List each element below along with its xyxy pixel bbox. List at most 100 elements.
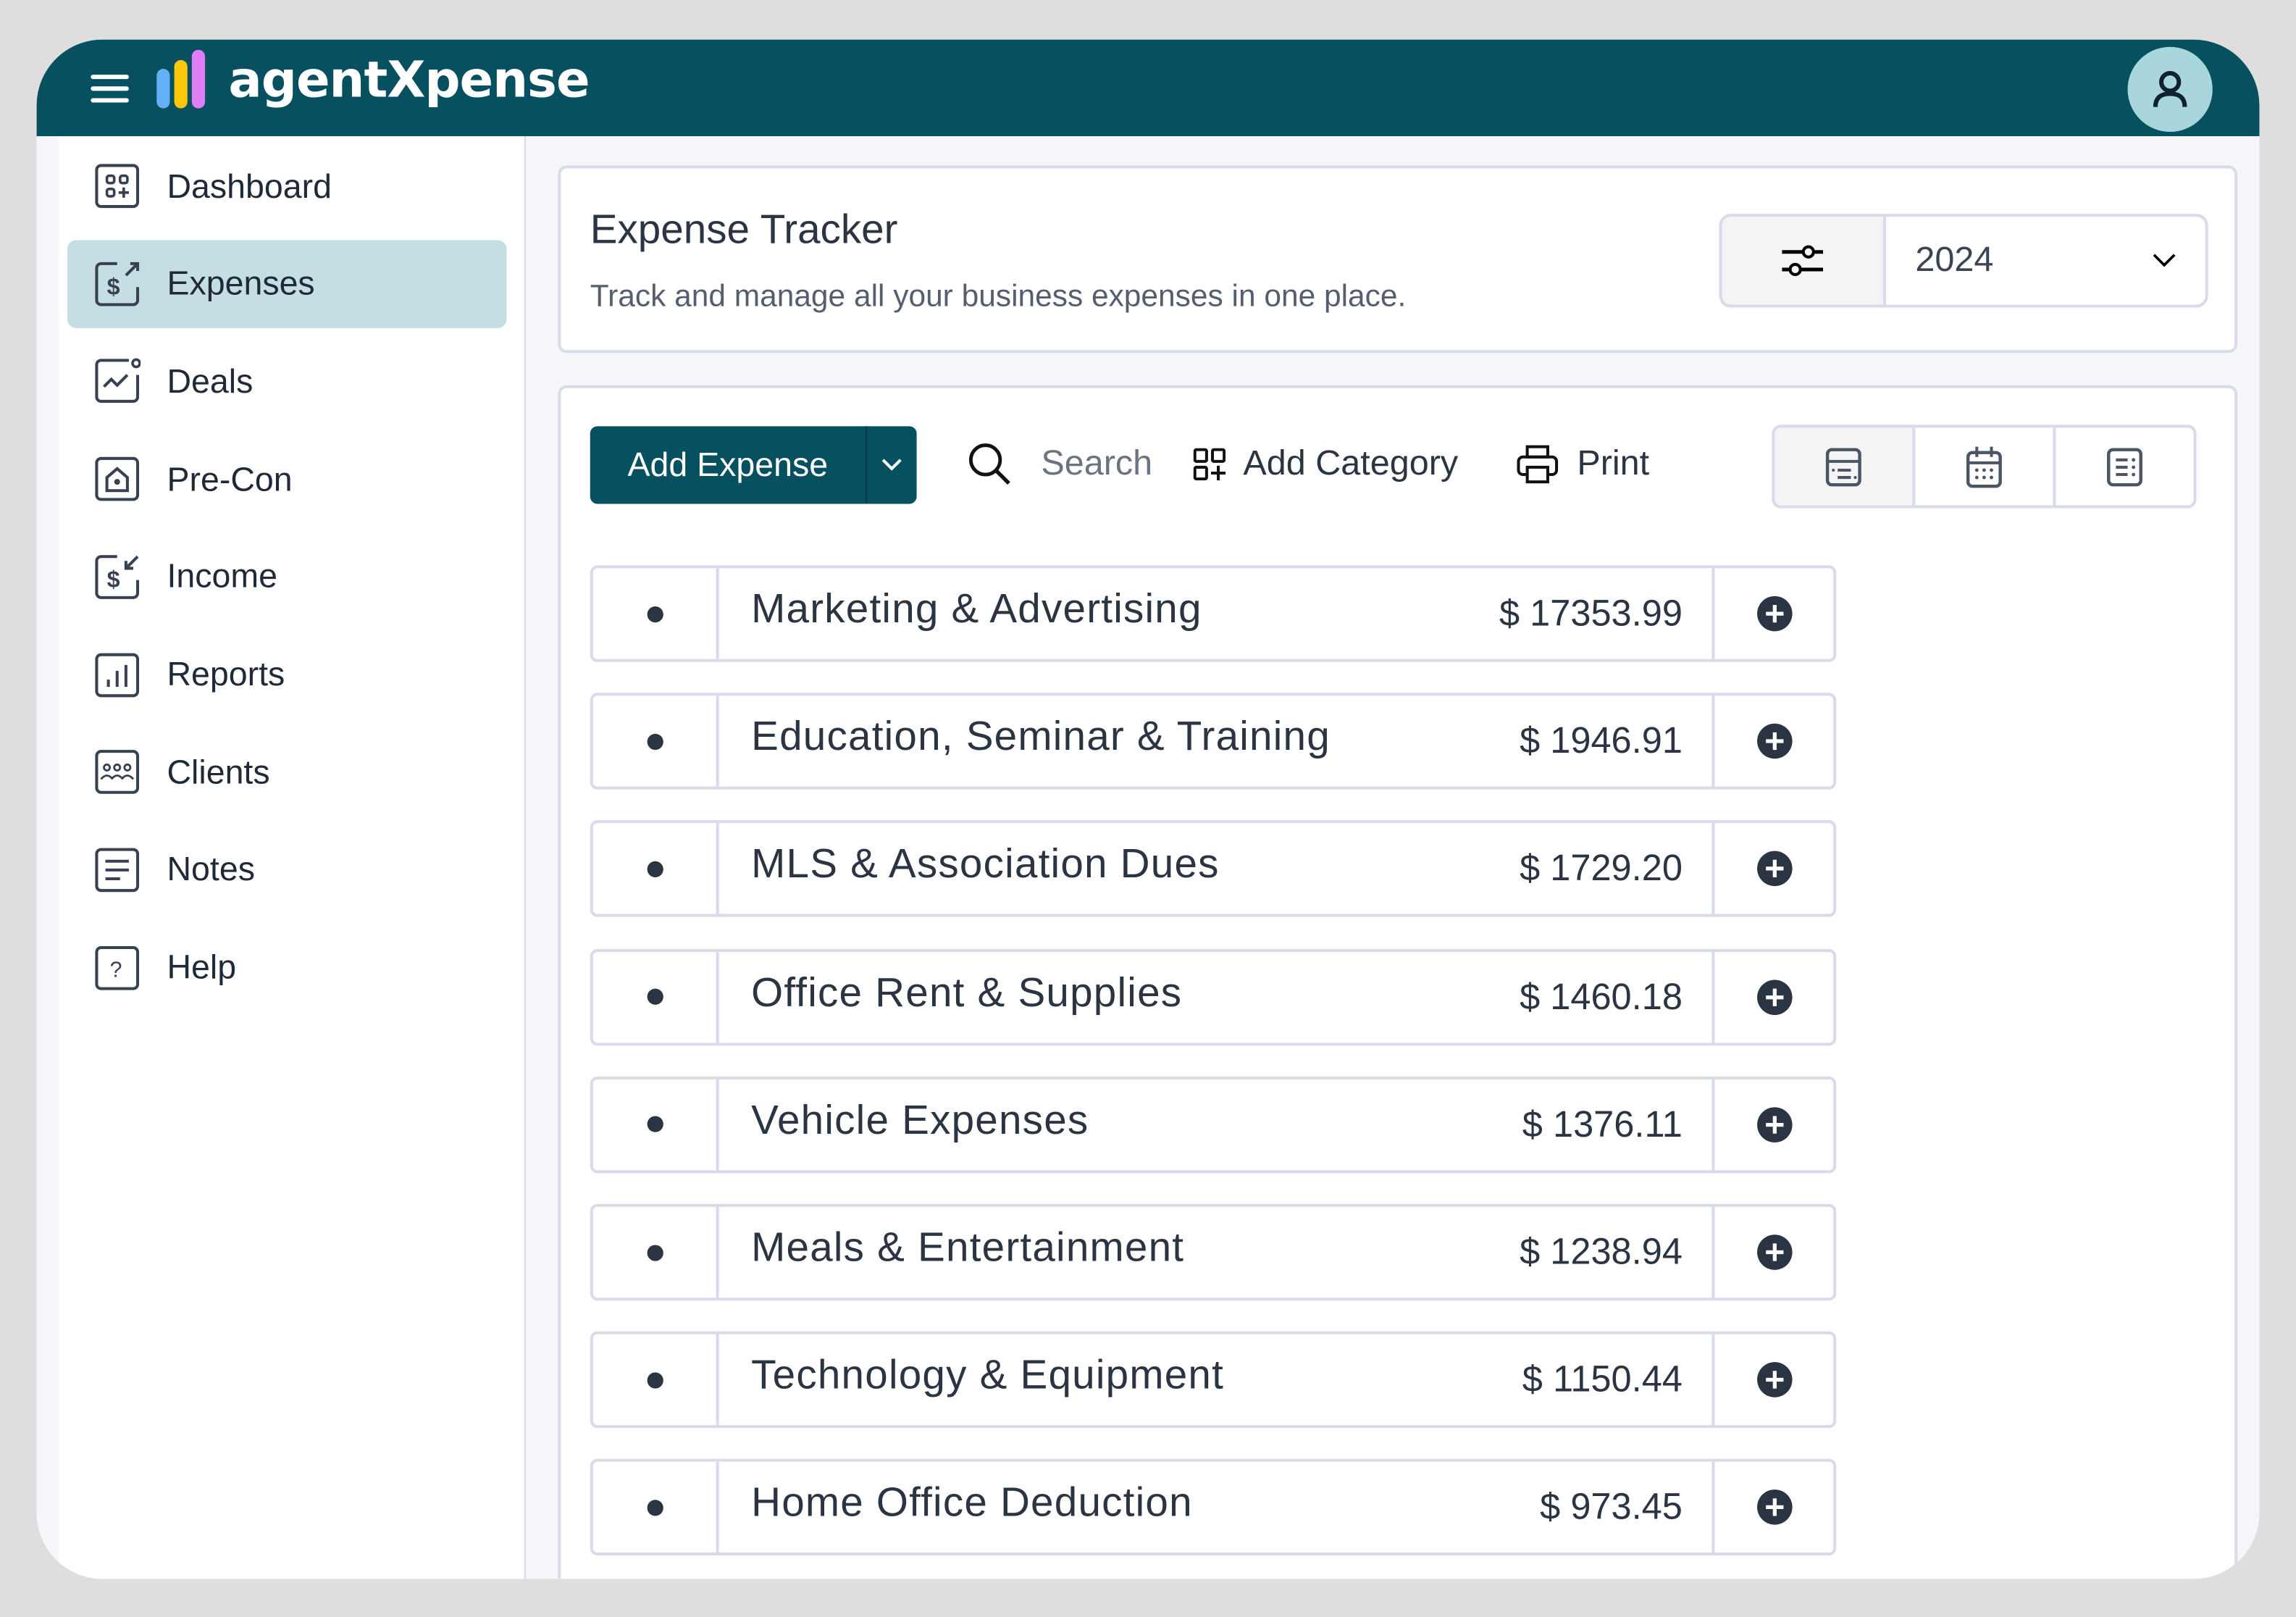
category-amount: $ 1460.18: [1520, 976, 1683, 1018]
category-name: Marketing & Advertising: [751, 585, 1202, 632]
add-to-category-button[interactable]: [1714, 951, 1833, 1042]
category-item[interactable]: Home Office Deduction $ 973.45: [719, 1462, 1715, 1553]
sidebar-item-income[interactable]: $ Income: [67, 532, 507, 620]
page-title: Expense Tracker: [590, 206, 898, 252]
dollar-arrow-in-icon: $: [93, 553, 141, 601]
print-button[interactable]: Print: [1515, 432, 1649, 496]
category-amount: $ 1150.44: [1522, 1359, 1683, 1401]
category-item[interactable]: Vehicle Expenses $ 1376.11: [719, 1079, 1715, 1170]
sidebar-item-label: Pre-Con: [167, 459, 293, 498]
add-category-label: Add Category: [1243, 443, 1459, 484]
bullet-icon: [593, 1334, 719, 1426]
add-to-category-button[interactable]: [1714, 568, 1833, 659]
bullet-icon: [593, 823, 719, 915]
category-name: Meals & Entertainment: [751, 1224, 1185, 1270]
card-view-button[interactable]: [1775, 427, 1916, 506]
add-to-category-button[interactable]: [1714, 824, 1833, 914]
sidebar-item-label: Dashboard: [167, 166, 332, 205]
filter-button[interactable]: [1722, 217, 1886, 305]
view-toggle: [1772, 425, 2197, 509]
app-window: agentXpense Dashboard $ Expenses Deals Pre-C…: [36, 39, 2260, 1579]
category-amount: $ 1376.11: [1522, 1103, 1683, 1145]
category-item[interactable]: Meals & Entertainment $ 1238.94: [719, 1206, 1715, 1298]
add-to-category-button[interactable]: [1714, 696, 1833, 787]
category-row: Home Office Deduction $ 973.45: [590, 1459, 1837, 1556]
menu-icon[interactable]: [91, 75, 129, 102]
category-item[interactable]: Education, Seminar & Training $ 1946.91: [719, 695, 1715, 787]
list-view-button[interactable]: [2056, 427, 2193, 505]
search-label: Search: [1041, 443, 1153, 484]
sidebar-item-label: Clients: [167, 752, 270, 791]
plus-circle-icon: [1756, 1234, 1792, 1270]
add-to-category-button[interactable]: [1714, 1079, 1833, 1170]
year-select[interactable]: 2024: [1886, 217, 2205, 304]
user-avatar[interactable]: [2127, 46, 2213, 132]
category-name: Education, Seminar & Training: [751, 713, 1331, 759]
plus-circle-icon: [1756, 1362, 1792, 1398]
category-amount: $ 973.45: [1540, 1487, 1683, 1529]
bullet-icon: [593, 1206, 719, 1298]
bullet-icon: [593, 1079, 719, 1170]
bullet-icon: [593, 695, 719, 787]
sidebar-item-pre-con[interactable]: Pre-Con: [67, 435, 507, 523]
sidebar-item-dashboard[interactable]: Dashboard: [67, 142, 507, 230]
add-expense-label[interactable]: Add Expense: [590, 426, 867, 504]
notes-icon: [93, 846, 141, 893]
user-icon: [2153, 71, 2187, 107]
category-amount: $ 1238.94: [1520, 1232, 1683, 1273]
list-view-icon: [2107, 447, 2142, 486]
sidebar-item-label: Expenses: [167, 264, 315, 302]
category-name: Office Rent & Supplies: [751, 969, 1183, 1015]
category-item[interactable]: Office Rent & Supplies $ 1460.18: [719, 951, 1715, 1043]
add-to-category-button[interactable]: [1714, 1334, 1833, 1425]
chart-line-icon: [93, 358, 141, 405]
sidebar: Dashboard $ Expenses Deals Pre-Con $ Income Rep…: [58, 136, 526, 1579]
category-item[interactable]: Technology & Equipment $ 1150.44: [719, 1334, 1715, 1426]
category-name: Home Office Deduction: [751, 1479, 1193, 1526]
sidebar-item-label: Reports: [167, 654, 285, 693]
printer-icon: [1517, 445, 1559, 484]
sidebar-item-reports[interactable]: Reports: [67, 630, 507, 718]
bullet-icon: [593, 1462, 719, 1553]
category-amount: $ 1946.91: [1520, 721, 1683, 762]
brand-name: agentXpense: [228, 51, 590, 110]
chevron-down-icon: [2153, 254, 2176, 267]
category-name: Vehicle Expenses: [751, 1096, 1089, 1142]
sidebar-item-deals[interactable]: Deals: [67, 338, 507, 425]
category-row: Technology & Equipment $ 1150.44: [590, 1332, 1837, 1429]
add-to-category-button[interactable]: [1714, 1462, 1833, 1553]
category-row: Marketing & Advertising $ 17353.99: [590, 565, 1837, 662]
search-icon: [968, 443, 1010, 485]
plus-circle-icon: [1756, 724, 1792, 759]
help-icon: ?: [93, 944, 141, 991]
calendar-view-icon: [1966, 446, 2002, 488]
sidebar-item-label: Notes: [167, 850, 255, 888]
sidebar-item-label: Help: [167, 948, 237, 986]
add-to-category-button[interactable]: [1714, 1207, 1833, 1298]
svg-text:$: $: [107, 273, 120, 299]
year-value: 2024: [1915, 240, 1994, 280]
sidebar-item-notes[interactable]: Notes: [67, 826, 507, 914]
sidebar-item-help[interactable]: ? Help: [67, 924, 507, 1011]
category-name: MLS & Association Dues: [751, 841, 1220, 887]
dollar-arrow-out-icon: $: [93, 260, 141, 307]
category-row: Education, Seminar & Training $ 1946.91: [590, 693, 1837, 790]
plus-circle-icon: [1756, 1489, 1792, 1526]
category-row: Meals & Entertainment $ 1238.94: [590, 1203, 1837, 1301]
year-filter: 2024: [1719, 214, 2208, 308]
category-item[interactable]: Marketing & Advertising $ 17353.99: [719, 568, 1715, 659]
add-category-button[interactable]: Add Category: [1193, 432, 1459, 496]
bullet-icon: [593, 951, 719, 1043]
category-amount: $ 17353.99: [1499, 593, 1683, 635]
print-label: Print: [1577, 443, 1650, 484]
sidebar-item-clients[interactable]: Clients: [67, 728, 507, 816]
users-icon: [93, 748, 141, 795]
add-expense-button[interactable]: Add Expense: [590, 426, 917, 504]
sidebar-item-expenses[interactable]: $ Expenses: [67, 239, 507, 328]
sliders-icon: [1782, 245, 1824, 277]
calendar-view-button[interactable]: [1915, 427, 2056, 506]
add-expense-dropdown[interactable]: [867, 426, 917, 504]
search-button[interactable]: Search: [968, 432, 1152, 496]
category-item[interactable]: MLS & Association Dues $ 1729.20: [719, 823, 1715, 915]
bar-chart-icon: [93, 651, 141, 698]
